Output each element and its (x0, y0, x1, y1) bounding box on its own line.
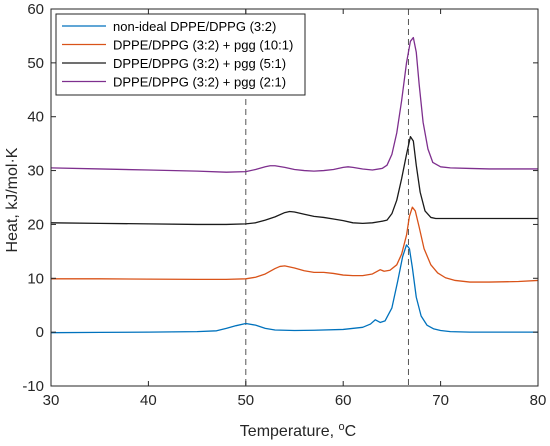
y-tick-label: -10 (22, 378, 44, 395)
legend-label-4: DPPE/DPPG (3:2) + pgg (2:1) (113, 75, 286, 90)
x-tick-label: 70 (432, 392, 449, 409)
plot-frame (50, 8, 539, 387)
y-tick-label: 60 (27, 1, 44, 18)
y-axis-title: Heat, kJ/mol·K (4, 147, 21, 252)
y-tick-label: 20 (27, 216, 44, 233)
series-line-2 (51, 206, 539, 283)
x-tick-label: 80 (530, 392, 547, 409)
x-tick-label: 30 (43, 392, 60, 409)
series-line-4 (50, 36, 538, 173)
y-tick-label: 50 (27, 55, 44, 72)
x-tick-label: 50 (237, 392, 254, 409)
y-tick-label: 40 (27, 109, 44, 126)
y-tick-label: 10 (27, 270, 44, 287)
x-tick-label: 40 (140, 392, 157, 409)
x-axis-title: Temperature, oC (240, 421, 356, 440)
series-line-3 (50, 135, 538, 226)
x-tick-label: 60 (335, 392, 352, 409)
legend-label-2: DPPE/DPPG (3:2) + pgg (10:1) (113, 38, 293, 53)
y-tick-label: 0 (36, 324, 44, 341)
y-tick-label: 30 (27, 163, 44, 180)
legend-label-3: DPPE/DPPG (3:2) + pgg (5:1) (113, 56, 286, 71)
series-line-1 (50, 244, 538, 334)
legend-label-1: non-ideal DPPE/DPPG (3:2) (113, 19, 276, 34)
